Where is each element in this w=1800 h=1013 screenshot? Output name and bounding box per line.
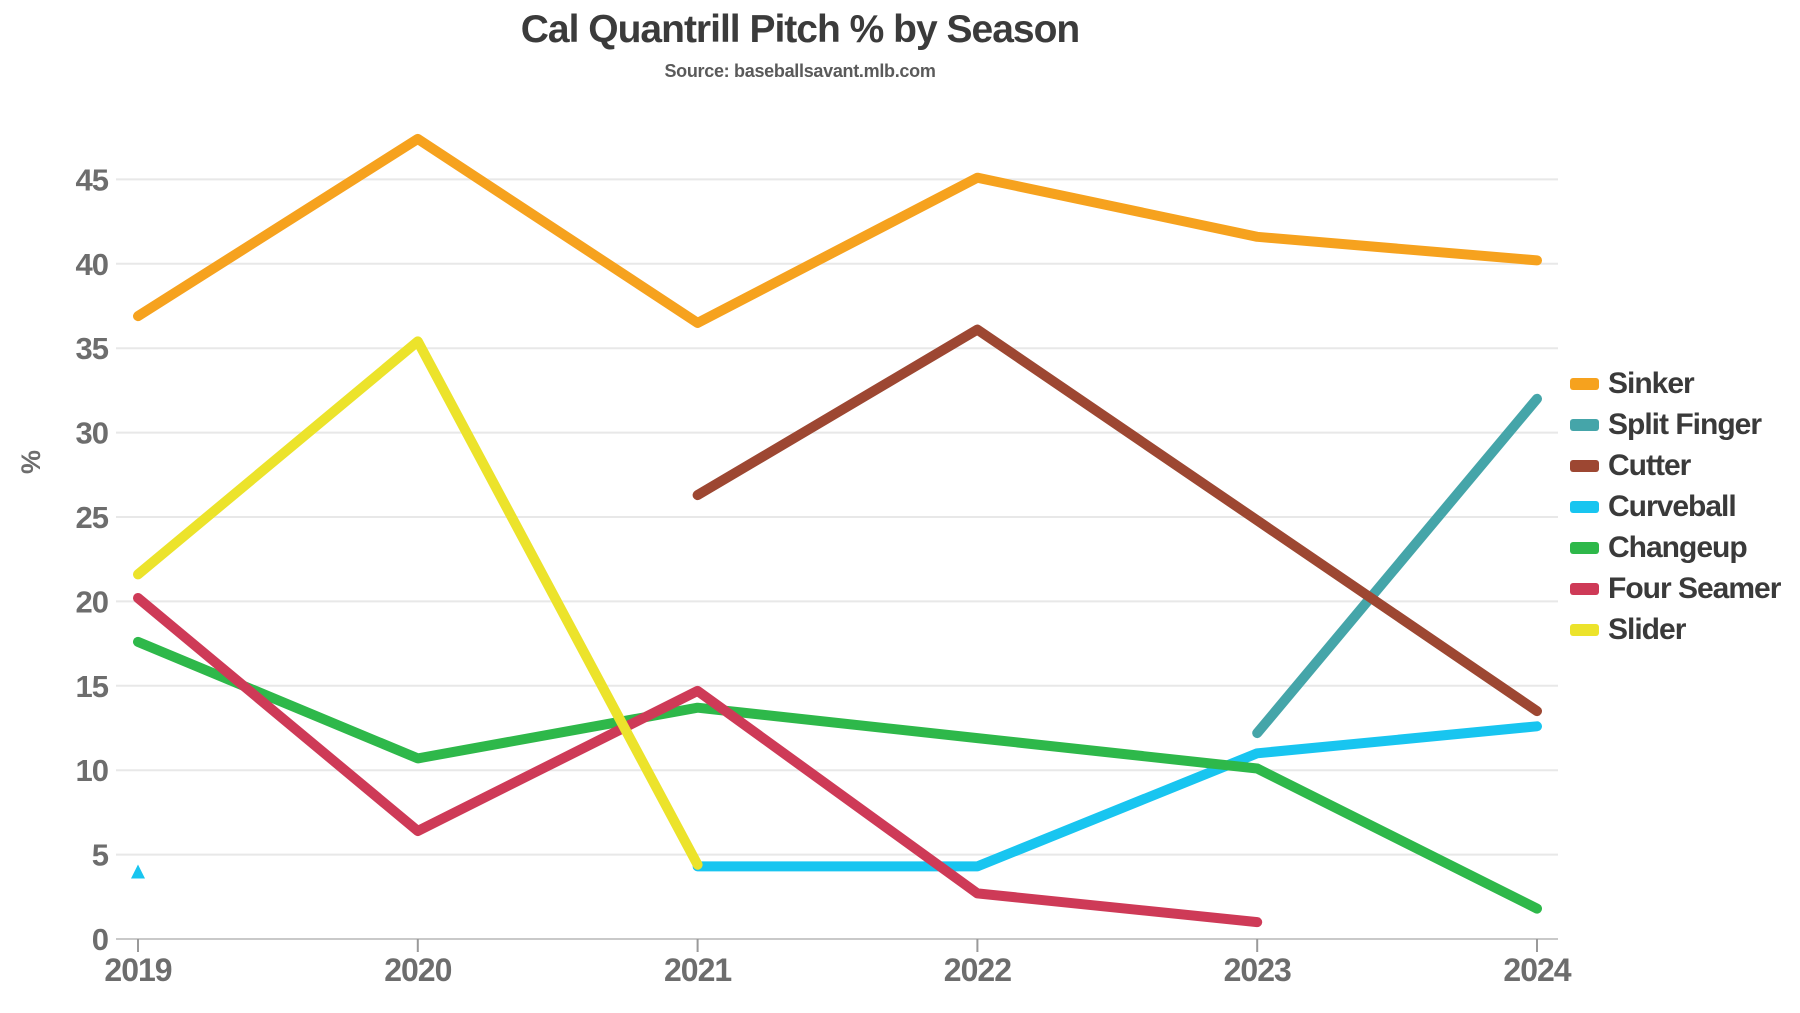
- legend-label-curveball: Curveball: [1608, 489, 1737, 523]
- y-axis-title: %: [16, 450, 46, 474]
- legend-item-four-seamer[interactable]: Four Seamer: [1570, 568, 1781, 609]
- legend-swatch-curveball-icon: [1570, 500, 1599, 513]
- y-tick-label-40: 40: [76, 247, 108, 282]
- y-tick-label-25: 25: [76, 500, 109, 535]
- legend-swatch-split-finger-icon: [1570, 418, 1599, 431]
- legend-item-slider[interactable]: Slider: [1570, 609, 1780, 650]
- legend-label-sinker: Sinker: [1608, 366, 1695, 400]
- legend-swatch-changeup-icon: [1570, 541, 1599, 554]
- legend-label-split-finger: Split Finger: [1608, 407, 1762, 441]
- y-tick-label-5: 5: [92, 838, 109, 873]
- legend-label-four-seamer: Four Seamer: [1608, 571, 1781, 605]
- legend-label-slider: Slider: [1608, 612, 1686, 646]
- y-tick-label-45: 45: [76, 162, 109, 197]
- series-line-four-seamer: [133, 593, 1263, 928]
- series-line-slider: [133, 336, 703, 870]
- series-line-split-finger: [1252, 393, 1542, 739]
- x-tick-label-2023: 2023: [1224, 952, 1291, 988]
- y-tick-label-15: 15: [76, 669, 109, 704]
- x-tick-label-2020: 2020: [384, 952, 451, 988]
- series-marker-curveball: [131, 864, 145, 879]
- legend-swatch-slider-icon: [1570, 623, 1599, 636]
- y-tick-label-30: 30: [76, 416, 108, 451]
- series-line-cutter: [692, 324, 1542, 717]
- legend-swatch-sinker-icon: [1570, 377, 1599, 390]
- series-line-sinker: [133, 133, 1542, 328]
- chart-source-subtitle: Source: baseballsavant.mlb.com: [664, 61, 936, 81]
- legend-item-cutter[interactable]: Cutter: [1570, 445, 1780, 486]
- legend-item-sinker[interactable]: Sinker: [1570, 363, 1780, 404]
- x-tick-label-2021: 2021: [664, 952, 731, 988]
- y-tick-label-10: 10: [76, 753, 108, 788]
- series-line-changeup: [133, 636, 1542, 914]
- legend-label-changeup: Changeup: [1608, 530, 1748, 564]
- series-line-curveball: [692, 721, 1542, 872]
- legend-item-changeup[interactable]: Changeup: [1570, 527, 1780, 568]
- legend-item-curveball[interactable]: Curveball: [1570, 486, 1780, 527]
- y-tick-label-0: 0: [92, 922, 108, 957]
- legend-swatch-four-seamer-icon: [1570, 582, 1599, 595]
- legend-label-cutter: Cutter: [1608, 448, 1691, 482]
- x-tick-label-2019: 2019: [104, 952, 171, 988]
- x-tick-label-2024: 2024: [1503, 952, 1571, 988]
- chart-header: Cal Quantrill Pitch % by Season Source: …: [0, 8, 1600, 82]
- y-tick-label-20: 20: [76, 584, 108, 619]
- y-tick-label-35: 35: [76, 331, 109, 366]
- legend-item-split-finger[interactable]: Split Finger: [1570, 404, 1780, 445]
- legend-swatch-cutter-icon: [1570, 459, 1599, 472]
- chart-title: Cal Quantrill Pitch % by Season: [520, 8, 1080, 51]
- x-tick-label-2022: 2022: [944, 952, 1011, 988]
- chart-legend: Sinker Split Finger Cutter Curveball Cha…: [1570, 363, 1781, 650]
